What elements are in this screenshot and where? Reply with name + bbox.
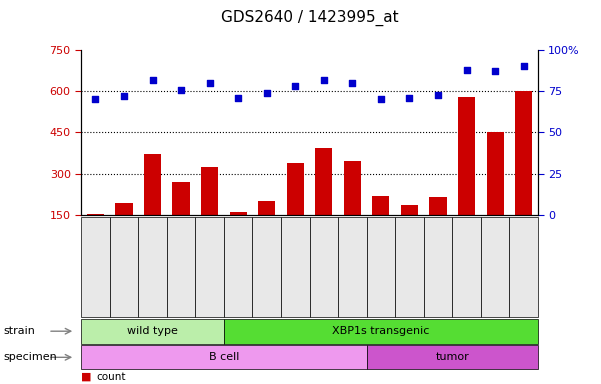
Text: GDS2640 / 1423995_at: GDS2640 / 1423995_at bbox=[221, 10, 398, 26]
Bar bbox=[201, 167, 218, 215]
Bar bbox=[172, 182, 190, 215]
Bar bbox=[87, 214, 104, 215]
Point bbox=[319, 76, 329, 83]
Bar bbox=[429, 197, 447, 215]
Point bbox=[262, 90, 272, 96]
Text: wild type: wild type bbox=[127, 326, 178, 336]
Text: tumor: tumor bbox=[435, 352, 469, 362]
Point bbox=[462, 67, 471, 73]
Point bbox=[91, 96, 100, 103]
Bar bbox=[515, 91, 532, 215]
Bar bbox=[344, 161, 361, 215]
Bar bbox=[458, 97, 475, 215]
Point bbox=[148, 76, 157, 83]
Point bbox=[176, 86, 186, 93]
Point bbox=[205, 80, 215, 86]
Text: strain: strain bbox=[3, 326, 35, 336]
Point bbox=[119, 93, 129, 99]
Point bbox=[404, 95, 414, 101]
Point bbox=[519, 63, 528, 70]
Text: count: count bbox=[96, 372, 126, 382]
Point bbox=[490, 68, 500, 74]
Text: specimen: specimen bbox=[3, 352, 56, 362]
Point bbox=[433, 91, 443, 98]
Text: B cell: B cell bbox=[209, 352, 239, 362]
Bar bbox=[486, 132, 504, 215]
Point bbox=[347, 80, 357, 86]
Bar bbox=[144, 154, 161, 215]
Bar bbox=[230, 212, 246, 215]
Bar bbox=[287, 163, 304, 215]
Text: XBP1s transgenic: XBP1s transgenic bbox=[332, 326, 430, 336]
Point bbox=[376, 96, 386, 103]
Bar bbox=[115, 203, 132, 215]
Point bbox=[233, 95, 243, 101]
Point bbox=[290, 83, 300, 89]
Bar bbox=[258, 201, 275, 215]
Bar bbox=[372, 196, 389, 215]
Bar bbox=[316, 147, 332, 215]
Text: ■: ■ bbox=[81, 372, 91, 382]
Bar bbox=[401, 205, 418, 215]
